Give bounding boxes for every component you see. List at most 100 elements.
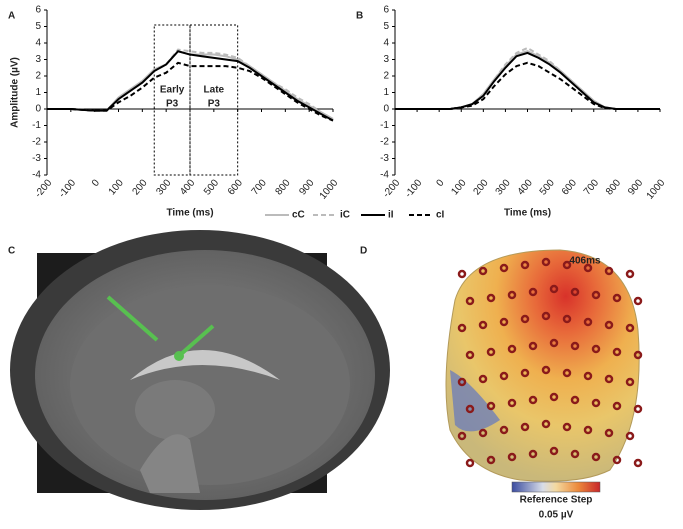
series-line — [395, 50, 660, 110]
electrode — [591, 452, 601, 462]
legend-label: iI — [388, 210, 394, 221]
window-label: Late — [204, 85, 225, 96]
electrode — [570, 287, 580, 297]
electrode — [478, 266, 488, 276]
window-box — [153, 24, 191, 176]
x-tick-label: 700 — [582, 177, 601, 197]
electrode — [625, 269, 635, 279]
x-tick-label: 200 — [131, 177, 150, 197]
electrode — [583, 263, 593, 273]
legend-label: cC — [292, 210, 305, 221]
x-tick-label: 600 — [560, 177, 579, 197]
x-axis-label: Time (ms) — [504, 208, 551, 219]
electrode — [520, 260, 530, 270]
x-tick-label: -100 — [57, 177, 79, 200]
electrode — [583, 317, 593, 327]
electrode — [625, 323, 635, 333]
electrode — [528, 395, 538, 405]
y-tick-label: -2 — [380, 137, 389, 148]
electrode — [591, 398, 601, 408]
x-tick-label: 400 — [516, 177, 535, 197]
y-tick-label: 5 — [383, 21, 389, 32]
electrode — [625, 377, 635, 387]
x-tick-label: 300 — [154, 177, 173, 197]
x-tick-label: 800 — [604, 177, 623, 197]
panel-label: B — [356, 11, 363, 22]
electrode — [604, 320, 614, 330]
y-tick-label: 4 — [35, 38, 41, 49]
x-tick-label: 0 — [434, 177, 446, 189]
x-axis-label: Time (ms) — [166, 208, 213, 219]
y-axis-label: Amplitude (µV) — [10, 57, 21, 128]
x-tick-label: 1000 — [645, 177, 668, 201]
electrode — [541, 419, 551, 429]
electrode — [562, 314, 572, 324]
panel-label: A — [8, 11, 15, 22]
y-tick-label: -4 — [32, 170, 41, 181]
electrode — [520, 422, 530, 432]
electrode — [549, 338, 559, 348]
electrode — [612, 293, 622, 303]
window-label: P3 — [166, 99, 179, 110]
electrode — [583, 371, 593, 381]
legend-label: cI — [436, 210, 445, 221]
electrode — [528, 287, 538, 297]
x-tick-label: 1000 — [318, 177, 341, 201]
y-tick-label: -1 — [380, 120, 389, 131]
electrode — [570, 449, 580, 459]
x-tick-label: 500 — [202, 177, 221, 197]
window-label: Early — [160, 85, 185, 96]
panel-label: C — [8, 246, 15, 257]
electrode — [486, 347, 496, 357]
legend-label: iC — [340, 210, 350, 221]
electrode — [499, 317, 509, 327]
electrode — [562, 260, 572, 270]
x-tick-label: 900 — [626, 177, 645, 197]
y-tick-label: 0 — [383, 104, 389, 115]
electrode — [604, 428, 614, 438]
electrode — [570, 395, 580, 405]
y-tick-label: 2 — [35, 71, 41, 82]
y-tick-label: -2 — [32, 137, 41, 148]
y-tick-label: -3 — [380, 153, 389, 164]
y-tick-label: 6 — [35, 5, 41, 16]
electrode — [465, 404, 475, 414]
series-line — [47, 50, 334, 122]
y-tick-label: 3 — [383, 54, 389, 65]
electrode — [612, 347, 622, 357]
electrode — [486, 293, 496, 303]
panel-label: D — [360, 246, 367, 257]
series-line — [395, 51, 660, 110]
x-tick-label: 0 — [90, 177, 102, 189]
colorbar — [511, 481, 601, 493]
time-label: 406ms — [569, 256, 601, 267]
y-tick-label: 0 — [35, 104, 41, 115]
x-tick-label: 100 — [449, 177, 468, 197]
electrode — [549, 392, 559, 402]
electrode — [486, 455, 496, 465]
electrode — [562, 368, 572, 378]
topography — [445, 249, 643, 482]
electrode — [478, 428, 488, 438]
electrode — [457, 431, 467, 441]
electrode — [604, 266, 614, 276]
electrode — [507, 344, 517, 354]
electrode — [633, 296, 643, 306]
electrode — [570, 341, 580, 351]
electrode — [549, 284, 559, 294]
electrode — [604, 374, 614, 384]
electrode — [520, 314, 530, 324]
x-tick-label: 400 — [178, 177, 197, 197]
electrode — [486, 401, 496, 411]
x-tick-label: 600 — [226, 177, 245, 197]
electrode — [457, 269, 467, 279]
x-tick-label: 300 — [494, 177, 513, 197]
electrode — [465, 350, 475, 360]
electrode — [499, 371, 509, 381]
x-tick-label: 700 — [250, 177, 269, 197]
electrode — [583, 425, 593, 435]
electrode — [612, 455, 622, 465]
electrode — [549, 446, 559, 456]
x-tick-label: 200 — [472, 177, 491, 197]
